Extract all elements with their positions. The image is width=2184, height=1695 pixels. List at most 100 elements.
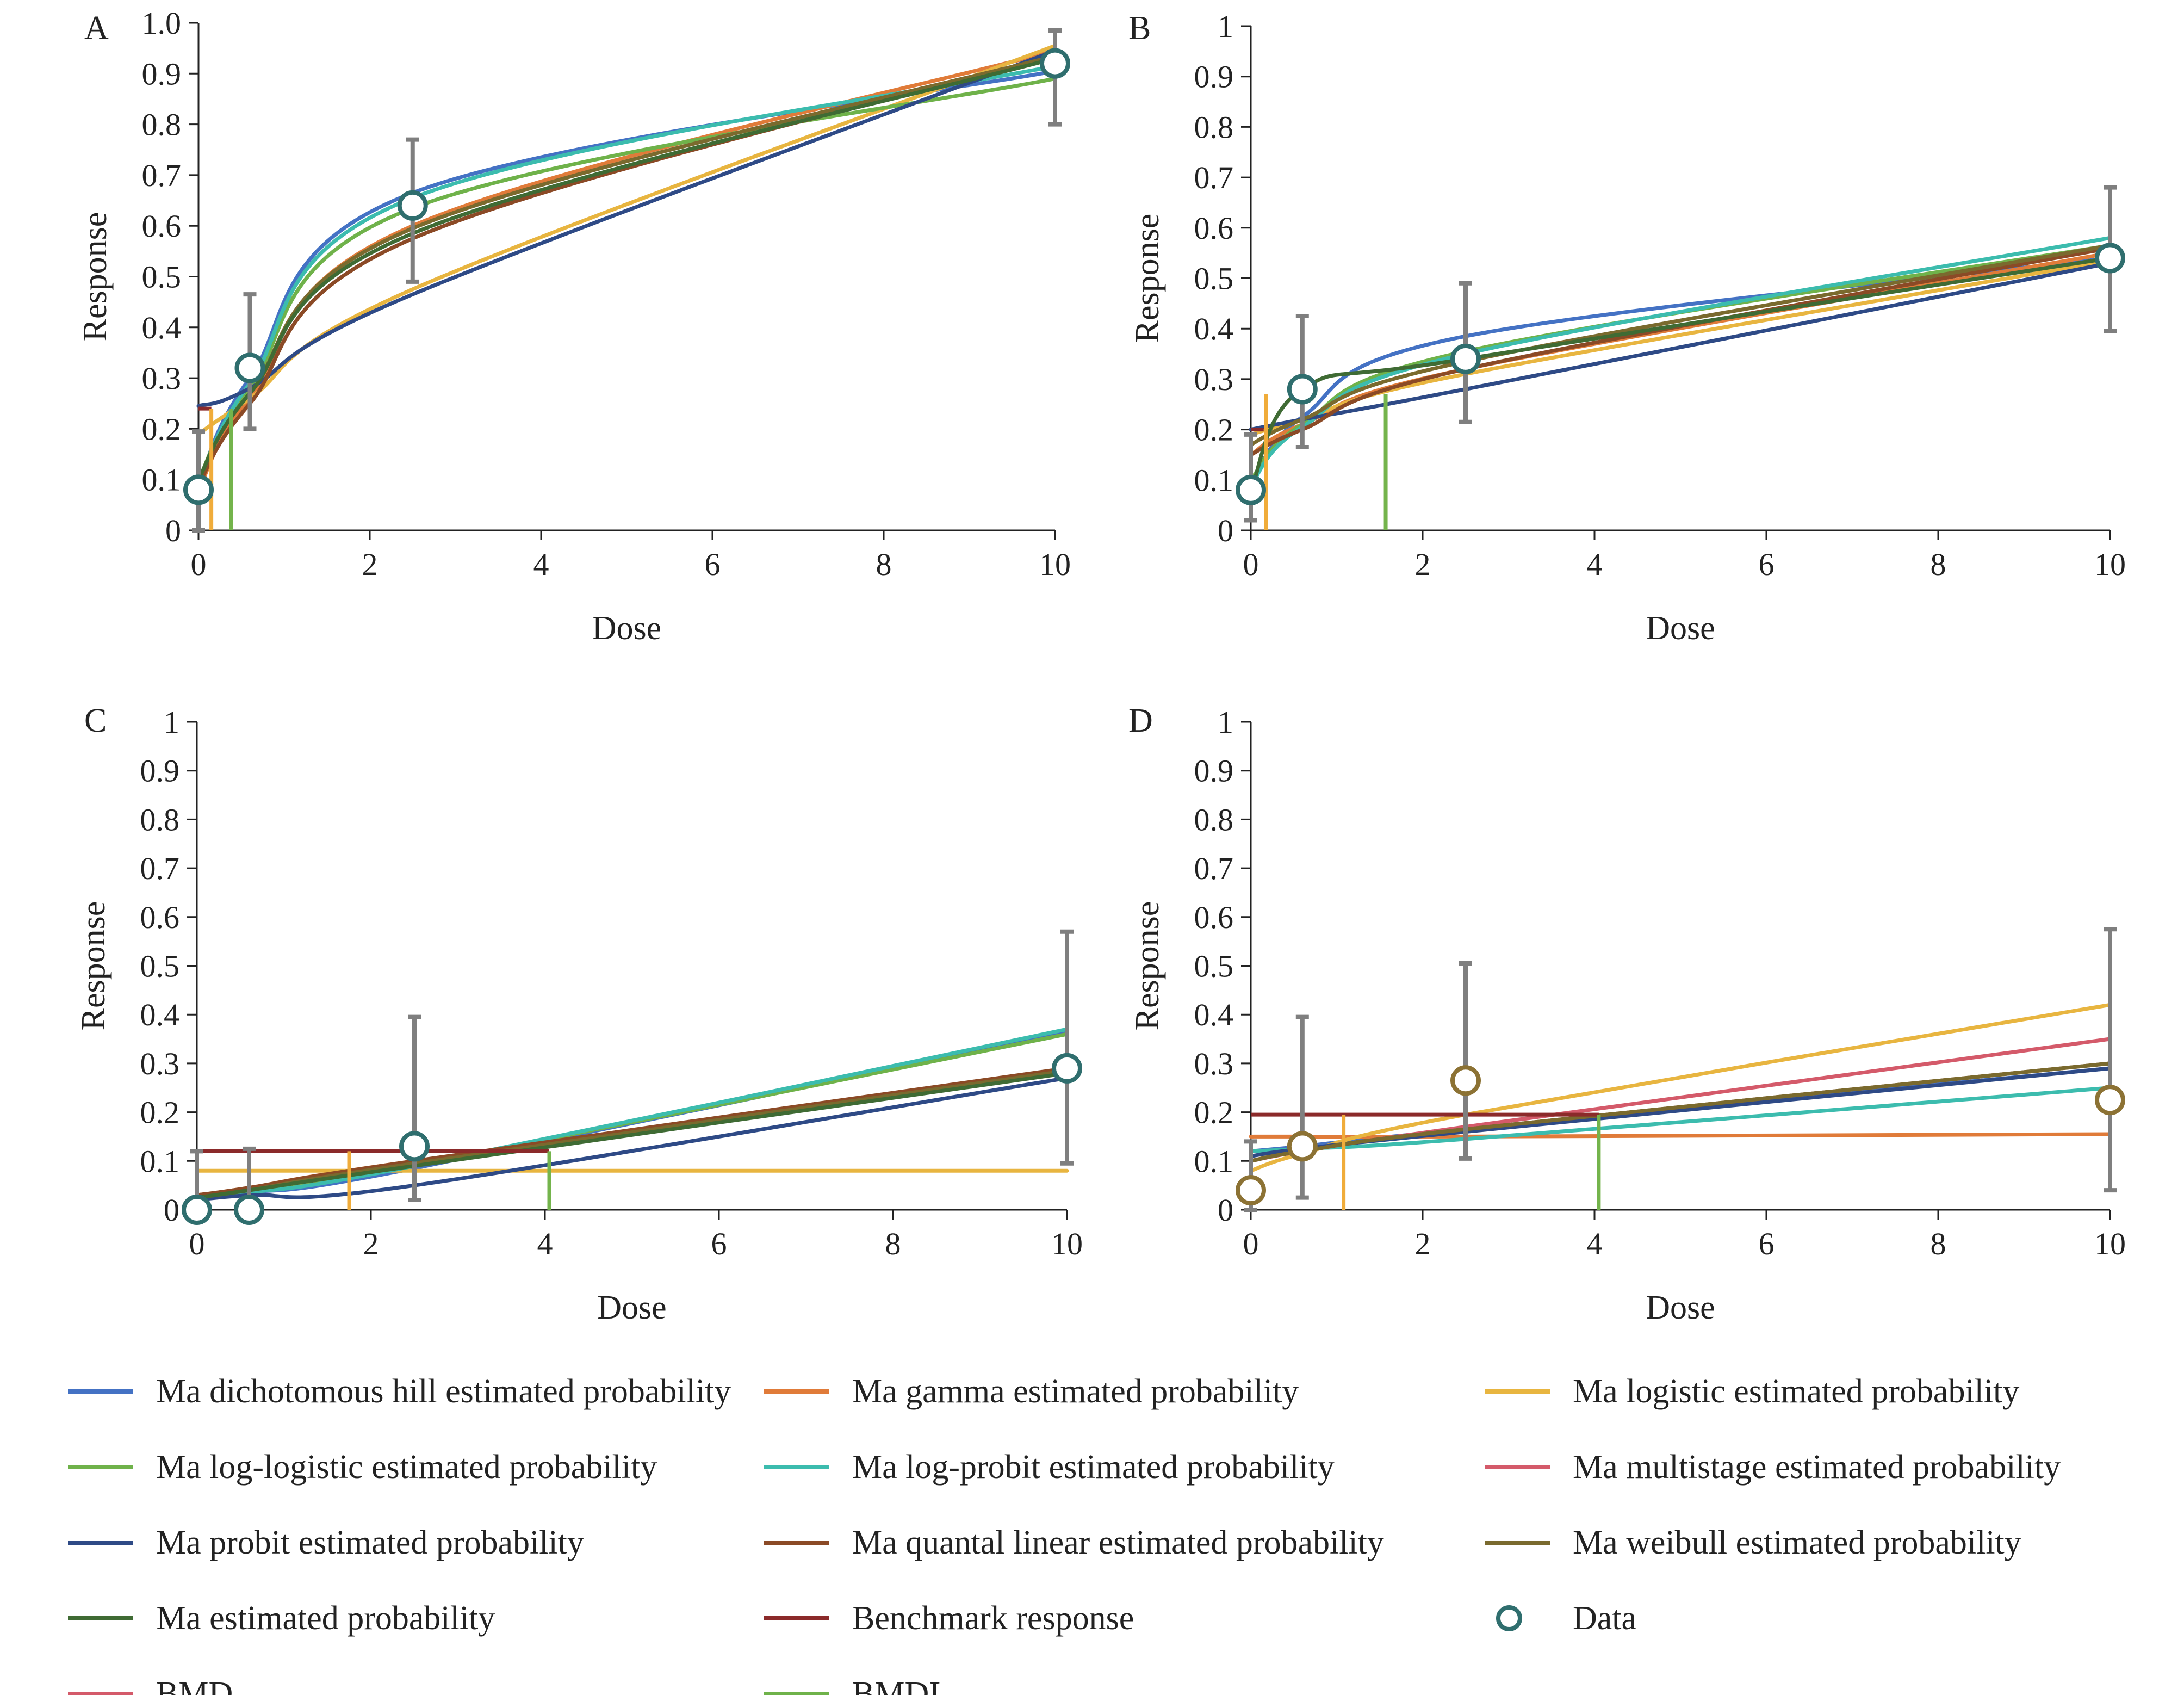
y-tick-label: 0.8 — [140, 802, 180, 837]
data-point — [2095, 243, 2125, 274]
legend-label: Ma probit estimated probability — [156, 1524, 584, 1561]
legend-label: Ma logistic estimated probability — [1573, 1373, 2019, 1410]
y-axis-label: Response — [1129, 901, 1166, 1031]
y-tick-label: 0.2 — [140, 1095, 180, 1130]
legend-label: BMDL — [852, 1675, 950, 1695]
series-line-weibull — [196, 54, 1057, 482]
legend-item-ma-estimated-probability: Ma estimated probability — [68, 1600, 495, 1637]
y-axis-label: Response — [1129, 214, 1166, 343]
chart-panels: A00.10.20.30.40.50.60.70.80.91.00 2 4 6 8 10D… — [75, 5, 2126, 1326]
y-tick-label: 1 — [164, 704, 179, 740]
x-axis-label: Dose — [1646, 1289, 1715, 1326]
data-point — [1052, 1053, 1082, 1084]
y-tick-label: 0.2 — [1194, 1095, 1234, 1130]
x-tick-label: 0 — [1243, 547, 1259, 582]
series-line-gamma — [1249, 1132, 2112, 1139]
data-point — [399, 1131, 430, 1162]
legend-item-ma-multistage-estimated-probability: Ma multistage estimated probability — [1485, 1449, 2061, 1486]
x-tick-label: 0 — [189, 1226, 205, 1261]
data-point — [234, 1195, 264, 1225]
legend-item-ma-log-logistic-estimated-probability: Ma log-logistic estimated probability — [68, 1449, 657, 1486]
legend-item-data: Data — [1496, 1600, 1636, 1637]
legend-swatch — [1496, 1605, 1522, 1631]
y-tick-label: 0.7 — [1194, 160, 1234, 195]
y-tick-label: 0.6 — [140, 900, 180, 935]
series-line-loglogistic — [1249, 243, 2112, 482]
y-axis-label: Response — [77, 212, 114, 342]
legend-item-ma-probit-estimated-probability: Ma probit estimated probability — [68, 1524, 584, 1561]
y-tick-label: 0.9 — [1194, 753, 1234, 789]
x-tick-label: 8 — [1931, 1226, 1946, 1261]
y-axis-label: Response — [75, 901, 112, 1031]
y-tick-label: 0.8 — [1194, 802, 1234, 837]
panel-label: C — [84, 702, 107, 739]
legend-item-ma-log-probit-estimated-probability: Ma log-probit estimated probability — [764, 1449, 1335, 1486]
x-axis-label: Dose — [597, 1289, 666, 1326]
legend-label: Ma quantal linear estimated probability — [852, 1524, 1384, 1561]
y-tick-label: 0.8 — [142, 107, 182, 143]
data-point — [1450, 1065, 1481, 1096]
x-tick-label: 0 — [1243, 1226, 1259, 1261]
series-line-probit — [1249, 261, 2112, 432]
legend-item-ma-quantal-linear-estimated-probability: Ma quantal linear estimated probability — [764, 1524, 1384, 1561]
series-line-ma — [196, 56, 1057, 482]
y-tick-label: 1 — [1218, 704, 1233, 740]
legend-label: Ma weibull estimated probability — [1573, 1524, 2021, 1561]
y-tick-label: 1.0 — [142, 5, 182, 41]
series-line-ma — [195, 1071, 1069, 1200]
data-point — [234, 352, 265, 383]
x-tick-label: 2 — [363, 1226, 379, 1261]
legend-item-ma-dichotomous-hill-estimated-probability: Ma dichotomous hill estimated probabilit… — [68, 1373, 731, 1410]
x-axis-label: Dose — [1646, 610, 1715, 647]
y-tick-label: 0.5 — [140, 949, 180, 984]
y-tick-label: 0.1 — [142, 462, 182, 498]
y-tick-label: 0.2 — [142, 411, 182, 447]
x-tick-label: 10 — [2094, 547, 2126, 582]
data-point — [397, 190, 428, 221]
x-tick-label: 6 — [711, 1226, 727, 1261]
legend-item-bmd: BMD — [68, 1675, 233, 1695]
panel-c: C00.10.20.30.40.50.60.70.80.910 2 4 6 8 10Dos… — [75, 702, 1083, 1326]
y-tick-label: 0.3 — [142, 361, 182, 396]
y-tick-label: 0.9 — [1194, 59, 1234, 95]
y-tick-label: 0.3 — [1194, 1046, 1234, 1081]
y-tick-label: 0.4 — [142, 310, 182, 345]
x-tick-label: 4 — [537, 1226, 553, 1261]
legend-label: Ma dichotomous hill estimated probabilit… — [156, 1373, 731, 1410]
panel-a: A 0 0.1 0.2 0.3 0.4 0.5 0.6 0.7 0.8 0.9 1.0 0 2 4 6 8 10 D… — [77, 5, 1071, 647]
x-axis-label: Dose — [592, 610, 661, 647]
y-tick-label: 0.6 — [142, 208, 182, 244]
panel-d: D00.10.20.30.40.50.60.70.80.910 2 4 6 8 10Dos… — [1128, 702, 2126, 1326]
y-tick-label: 0.4 — [1194, 997, 1234, 1032]
legend-item-benchmark-response: Benchmark response — [764, 1600, 1134, 1637]
y-tick-label: 0 — [1218, 1192, 1233, 1228]
y-tick-label: 0.5 — [1194, 949, 1234, 984]
x-tick-label: 4 — [1587, 1226, 1603, 1261]
x-tick-label: 8 — [876, 547, 892, 582]
y-tick-label: 0.5 — [142, 259, 182, 295]
data-point — [1236, 474, 1266, 505]
y-tick-label: 0.6 — [1194, 211, 1234, 246]
panel-b: B00.10.20.30.40.50.60.70.80.910 2 4 6 8 10Dos… — [1128, 9, 2126, 647]
y-tick-label: 0.9 — [140, 753, 180, 789]
series-line-probit — [1249, 1066, 2112, 1158]
data-point — [182, 1195, 212, 1225]
y-tick-label: 0.3 — [1194, 362, 1234, 397]
panel-label: B — [1128, 10, 1151, 47]
y-tick-label: 1 — [1218, 9, 1233, 44]
panel-label: D — [1128, 702, 1153, 739]
y-tick-label: 0.4 — [1194, 311, 1234, 347]
x-tick-label: 0 — [191, 547, 207, 582]
data-point — [1450, 343, 1481, 374]
data-point — [2095, 1085, 2125, 1116]
x-tick-label: 10 — [1039, 547, 1071, 582]
x-tick-label: 6 — [705, 547, 721, 582]
y-tick-label: 0.1 — [1194, 462, 1234, 498]
panel-label: A — [84, 10, 109, 47]
y-tick-label: 0.4 — [140, 997, 180, 1032]
y-tick-label: 0.8 — [1194, 109, 1234, 145]
data-point — [183, 474, 214, 505]
x-tick-label: 4 — [1587, 547, 1603, 582]
y-tick-label: 0 — [164, 1192, 179, 1228]
